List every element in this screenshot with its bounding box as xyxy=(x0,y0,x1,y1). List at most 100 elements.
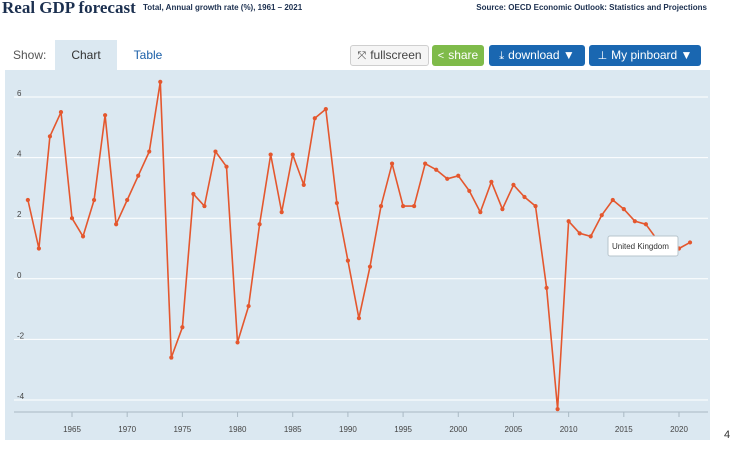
y-tick-label: 2 xyxy=(17,210,22,219)
data-point[interactable] xyxy=(412,203,417,209)
x-tick-label: 2015 xyxy=(615,425,633,434)
x-tick-label: 1965 xyxy=(63,425,81,434)
data-point[interactable] xyxy=(544,285,549,290)
data-point[interactable] xyxy=(533,203,538,209)
data-point[interactable] xyxy=(334,200,339,206)
data-point[interactable] xyxy=(224,164,229,169)
x-tick-label: 1975 xyxy=(173,425,191,434)
data-point[interactable] xyxy=(378,203,384,209)
data-point[interactable] xyxy=(467,188,472,194)
data-point[interactable] xyxy=(25,197,30,203)
download-icon: ⤓ xyxy=(499,50,505,62)
data-point[interactable] xyxy=(555,406,560,412)
data-point[interactable] xyxy=(58,110,64,115)
y-tick-label: -2 xyxy=(17,331,25,340)
data-point[interactable] xyxy=(478,210,483,215)
data-point[interactable] xyxy=(434,167,439,172)
y-axis-labels: -4 -2 0 2 4 6 xyxy=(17,89,25,401)
chart-title: Real GDP forecast xyxy=(2,0,136,17)
data-point[interactable] xyxy=(290,152,295,157)
data-point[interactable] xyxy=(147,149,152,154)
data-point[interactable] xyxy=(400,203,406,209)
data-point[interactable] xyxy=(588,234,593,239)
series-tooltip: United Kingdom xyxy=(607,235,679,257)
x-tick-label: 1995 xyxy=(394,425,412,434)
pinboard-label: My pinboard ▼ xyxy=(611,48,693,62)
y-tick-label: 4 xyxy=(17,150,22,159)
data-point[interactable] xyxy=(257,222,262,227)
data-point[interactable] xyxy=(279,210,284,215)
share-icon: < xyxy=(437,50,445,62)
y-tick-label: -4 xyxy=(17,392,25,401)
data-point[interactable] xyxy=(125,197,130,203)
chart-panel xyxy=(5,40,710,440)
data-point[interactable] xyxy=(345,258,351,263)
tooltip-text: United Kingdom xyxy=(612,242,669,251)
data-point[interactable] xyxy=(114,222,119,227)
data-point[interactable] xyxy=(169,355,174,360)
x-axis-labels: 1965 1970 1975 1980 1985 1990 1995 2000 2005 2010… xyxy=(63,412,688,434)
tab-table[interactable]: Table xyxy=(133,48,163,62)
share-button[interactable]: < share xyxy=(432,45,484,66)
data-point[interactable] xyxy=(103,113,108,118)
edge-label: 4 xyxy=(724,429,731,441)
data-point[interactable] xyxy=(456,173,461,178)
data-point[interactable] xyxy=(80,234,86,239)
data-point[interactable] xyxy=(356,316,362,321)
data-point[interactable] xyxy=(566,219,571,224)
data-point[interactable] xyxy=(301,182,306,187)
data-point[interactable] xyxy=(202,203,207,209)
series-layer xyxy=(25,79,693,412)
y-tick-label: 0 xyxy=(17,271,22,280)
x-tick-label: 1985 xyxy=(284,425,302,434)
data-point[interactable] xyxy=(69,216,75,221)
data-point[interactable] xyxy=(522,194,527,200)
series-line[interactable] xyxy=(27,81,691,410)
data-point[interactable] xyxy=(158,79,163,84)
data-point[interactable] xyxy=(246,303,251,309)
data-point[interactable] xyxy=(91,197,97,203)
data-point[interactable] xyxy=(389,161,395,166)
download-button[interactable]: ⤓ download ▼ xyxy=(489,45,585,66)
data-point[interactable] xyxy=(191,191,196,197)
pinboard-button[interactable]: ⊥ My pinboard ▼ xyxy=(589,45,701,66)
data-point[interactable] xyxy=(687,240,693,245)
pin-icon: ⊥ xyxy=(597,50,608,62)
data-point[interactable] xyxy=(599,213,604,218)
download-label: download ▼ xyxy=(508,48,575,62)
data-point[interactable] xyxy=(47,134,53,139)
data-point[interactable] xyxy=(511,182,516,187)
data-point[interactable] xyxy=(632,219,637,224)
x-tick-label: 2005 xyxy=(505,425,523,434)
data-point[interactable] xyxy=(621,207,626,212)
x-tick-label: 2020 xyxy=(670,425,688,434)
data-point[interactable] xyxy=(180,325,185,330)
data-point[interactable] xyxy=(367,264,373,269)
tab-chart[interactable]: Chart xyxy=(55,40,117,70)
grid-lines xyxy=(14,96,708,413)
data-point[interactable] xyxy=(489,179,494,184)
data-point[interactable] xyxy=(268,152,273,157)
data-point[interactable] xyxy=(312,116,317,121)
data-point[interactable] xyxy=(500,207,505,212)
data-point[interactable] xyxy=(423,161,428,166)
fullscreen-icon: ⤧ xyxy=(357,50,367,62)
data-point[interactable] xyxy=(323,107,328,112)
data-point[interactable] xyxy=(213,149,218,154)
chart-toolbar: Show: Chart Table ⤧ fullscreen < share ⤓ do… xyxy=(5,40,710,70)
data-point[interactable] xyxy=(577,231,582,236)
data-point[interactable] xyxy=(36,246,41,251)
fullscreen-label: fullscreen xyxy=(370,48,422,62)
x-tick-label: 1970 xyxy=(118,425,136,434)
share-label: share xyxy=(448,48,479,62)
data-point[interactable] xyxy=(235,340,240,345)
data-point[interactable] xyxy=(643,222,648,227)
chart-header: Real GDP forecast Total, Annual growth r… xyxy=(0,0,735,26)
fullscreen-button[interactable]: ⤧ fullscreen xyxy=(350,45,429,66)
data-point[interactable] xyxy=(136,173,141,178)
data-point[interactable] xyxy=(445,176,450,181)
x-tick-label: 2010 xyxy=(560,425,578,434)
x-tick-label: 1990 xyxy=(339,425,357,434)
data-point[interactable] xyxy=(610,197,615,203)
